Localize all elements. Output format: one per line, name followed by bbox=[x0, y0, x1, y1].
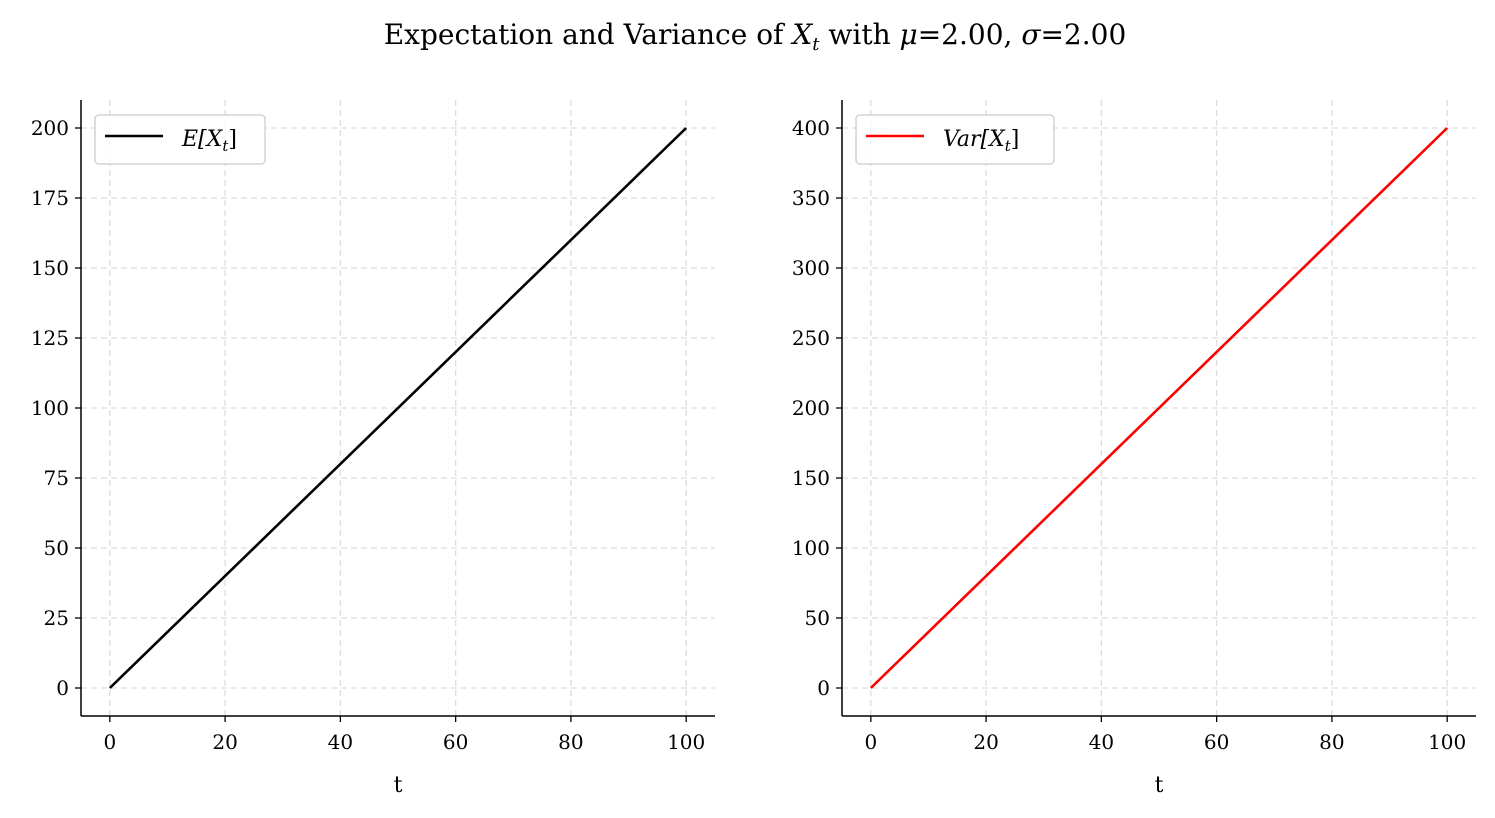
y-tick-label: 50 bbox=[44, 536, 69, 560]
y-tick-label: 150 bbox=[792, 466, 830, 490]
legend-label: Var[Xt] bbox=[943, 127, 1019, 155]
x-tick-label: 60 bbox=[1204, 730, 1229, 754]
x-axis-label: t bbox=[394, 773, 403, 798]
x-tick-label: 0 bbox=[864, 730, 877, 754]
y-tick-label: 350 bbox=[792, 186, 830, 210]
figure-title: Expectation and Variance of Xt with μ=2.… bbox=[384, 18, 1127, 55]
x-tick-label: 80 bbox=[558, 730, 583, 754]
y-tick-label: 200 bbox=[792, 396, 830, 420]
x-tick-label: 0 bbox=[103, 730, 116, 754]
x-tick-label: 60 bbox=[443, 730, 468, 754]
variance-panel: 0 20 40 60 80 100 0 50 100 150 200 250 300 350 400 t Var… bbox=[792, 100, 1476, 798]
y-tick-label: 150 bbox=[31, 256, 69, 280]
y-tick-label: 100 bbox=[792, 536, 830, 560]
y-tick-label: 300 bbox=[792, 256, 830, 280]
series-line bbox=[108, 127, 688, 689]
x-tick-label: 80 bbox=[1319, 730, 1344, 754]
y-tick-label: 125 bbox=[31, 326, 69, 350]
y-tick-label: 0 bbox=[817, 676, 830, 700]
x-tick-label: 100 bbox=[1428, 730, 1466, 754]
x-tick-label: 20 bbox=[212, 730, 237, 754]
y-tick-label: 50 bbox=[805, 606, 830, 630]
y-tick-label: 175 bbox=[31, 186, 69, 210]
x-tick-label: 40 bbox=[328, 730, 353, 754]
y-tick-label: 100 bbox=[31, 396, 69, 420]
y-tick-label: 75 bbox=[44, 466, 69, 490]
x-tick-label: 20 bbox=[973, 730, 998, 754]
y-tick-label: 250 bbox=[792, 326, 830, 350]
y-tick-label: 25 bbox=[44, 606, 69, 630]
x-tick-label: 100 bbox=[667, 730, 705, 754]
y-tick-label: 0 bbox=[56, 676, 69, 700]
x-axis-label: t bbox=[1155, 773, 1164, 798]
y-tick-label: 400 bbox=[792, 116, 830, 140]
y-tick-label: 200 bbox=[31, 116, 69, 140]
series-line bbox=[869, 127, 1449, 689]
x-tick-label: 40 bbox=[1089, 730, 1114, 754]
legend-box bbox=[94, 114, 266, 165]
expectation-panel: 0 20 40 60 80 100 0 25 50 75 100 125 150 175 200 t E[Xt] bbox=[31, 100, 715, 798]
legend-box bbox=[855, 114, 1055, 165]
legend-label: E[Xt] bbox=[181, 127, 237, 155]
